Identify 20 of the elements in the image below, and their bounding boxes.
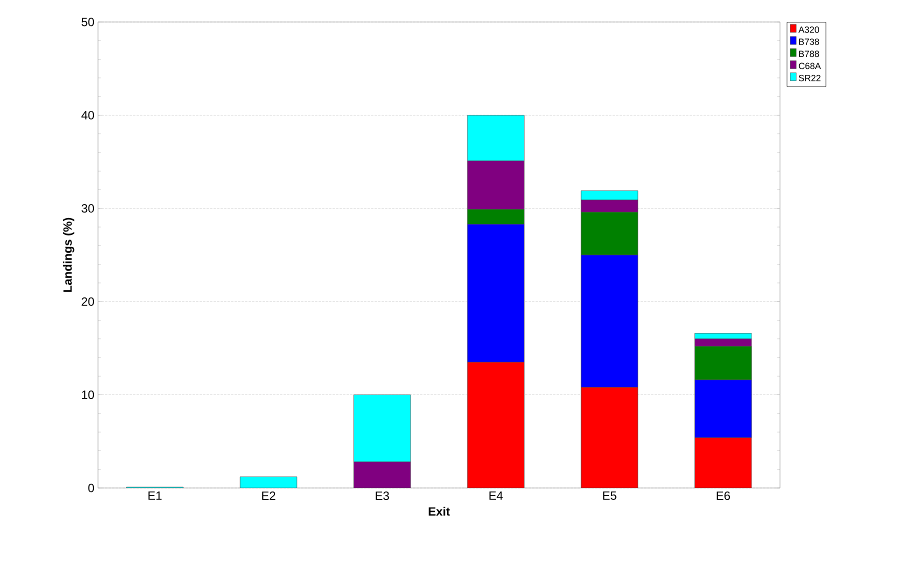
y-axis-title: Landings (%) bbox=[63, 218, 74, 292]
x-tick-label: E2 bbox=[262, 492, 276, 500]
bar bbox=[240, 476, 298, 488]
x-axis-title: Exit bbox=[428, 506, 450, 516]
x-tick-label: E4 bbox=[489, 492, 503, 500]
legend-label: B738 bbox=[799, 38, 820, 45]
legend-label: C68A bbox=[798, 62, 821, 70]
y-tick-label: 50 bbox=[82, 18, 94, 26]
x-tick-label: E5 bbox=[603, 492, 616, 500]
legend-label: B788 bbox=[799, 50, 820, 58]
y-tick-label: 20 bbox=[82, 297, 94, 306]
x-tick-label: E6 bbox=[716, 492, 730, 500]
legend-label: SR22 bbox=[798, 74, 820, 82]
x-tick-label: E1 bbox=[148, 492, 162, 500]
y-tick-label: 40 bbox=[81, 110, 94, 120]
y-tick-label: 0 bbox=[88, 484, 94, 492]
y-tick-label: 30 bbox=[82, 204, 94, 213]
legend-label: A320 bbox=[798, 26, 820, 33]
y-tick-label: 10 bbox=[82, 390, 94, 400]
x-tick-label: E3 bbox=[376, 492, 389, 500]
